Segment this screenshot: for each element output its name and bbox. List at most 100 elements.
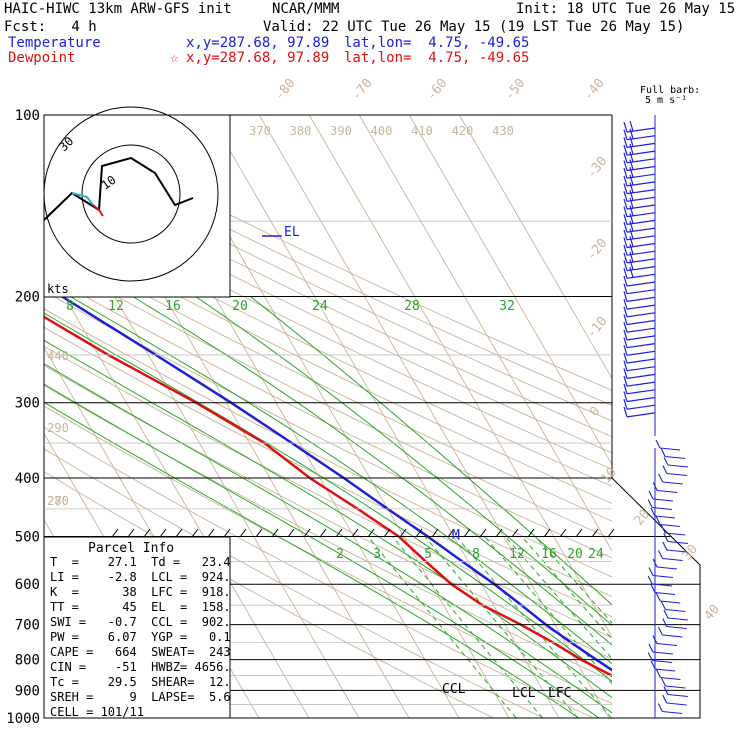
- wind-barb: [657, 489, 678, 494]
- wind-barb: [665, 455, 686, 460]
- dry-adiabat-line: [44, 426, 595, 718]
- wind-barb: [626, 335, 656, 341]
- wind-barb-flag: [662, 465, 668, 474]
- level-marker-label: LFC: [548, 686, 571, 701]
- theta-label: 280: [47, 494, 69, 508]
- wind-barb-flag: [629, 128, 634, 139]
- dry-adiabat-line: [44, 364, 612, 660]
- wind-barb-flag: [629, 174, 634, 186]
- wind-barb-flag: [623, 298, 628, 310]
- hatch-mark: [191, 528, 199, 538]
- wind-barb-flag: [623, 352, 628, 364]
- wind-barb: [666, 702, 687, 706]
- wind-barb: [652, 498, 674, 502]
- hatch-mark: [319, 528, 327, 538]
- wind-barb-flag: [629, 143, 634, 155]
- wind-barb: [655, 668, 676, 672]
- hatch-mark: [495, 528, 503, 538]
- parcel-info-row: CELL = 101/11: [50, 705, 144, 719]
- wind-barb-flag: [650, 584, 656, 593]
- dewpoint-xy: x,y=287.68, 97.89: [186, 50, 330, 66]
- level-marker-label: LCL: [512, 686, 536, 701]
- wind-barb-flag: [623, 329, 628, 341]
- wind-barb: [626, 204, 656, 210]
- wind-barb: [626, 142, 656, 148]
- dry-adiabat-line: [44, 273, 612, 559]
- hatch-mark: [287, 528, 295, 538]
- wind-barb-flag: [623, 283, 628, 294]
- wind-barb: [626, 242, 656, 249]
- wind-barb-flag: [623, 198, 628, 210]
- parcel-info-row: Tc = 29.5 SHEAR= 12.: [50, 675, 231, 689]
- wind-barb: [626, 389, 656, 395]
- theta-label: 390: [330, 124, 352, 138]
- wind-barb: [665, 608, 686, 613]
- hodograph-ring: [43, 106, 219, 282]
- parcel-info-row: SWI = -0.7 CCL = 902.: [50, 615, 231, 629]
- wind-barb-flag: [623, 245, 628, 256]
- wind-barb: [626, 381, 656, 387]
- wind-barb: [626, 181, 656, 187]
- wind-barb: [665, 532, 686, 536]
- dry-adiabat-line: [44, 384, 612, 682]
- wind-barb-flag: [629, 220, 634, 232]
- parcel-info-title: Parcel Info: [88, 541, 175, 556]
- wind-barb-flag: [629, 259, 634, 270]
- pressure-tick-label: 200: [15, 290, 40, 306]
- wind-barb-flag: [648, 643, 654, 653]
- dry-adiabat-line: [44, 119, 612, 391]
- wind-barb-flag: [623, 121, 628, 133]
- wind-barb-flag: [658, 473, 664, 483]
- parcel-info-panel: [43, 536, 231, 719]
- mixing-ratio-label: 8: [472, 547, 480, 562]
- isotherm-line: [458, 115, 612, 380]
- hatch-mark: [223, 528, 231, 538]
- dry-adiabat-line: [44, 191, 612, 470]
- isotherm-line: [208, 115, 560, 718]
- wind-barb: [656, 642, 677, 647]
- wind-barb-flag: [623, 306, 628, 317]
- hatch-mark: [127, 528, 135, 538]
- hodograph-ring-label: 10: [99, 173, 119, 193]
- wind-barb: [626, 250, 656, 256]
- temperature-axis-label: 20: [632, 507, 654, 529]
- hodograph-trace-sfc: [92, 204, 104, 217]
- pressure-tick-label: 400: [15, 471, 40, 487]
- wind-barb-flag: [629, 213, 634, 224]
- wind-barb-flag: [623, 175, 628, 187]
- dewpoint-marker-icon: ☆: [170, 50, 179, 66]
- wind-barb-flag: [629, 167, 634, 178]
- wind-barb: [652, 659, 673, 664]
- wind-barb-flag: [629, 136, 634, 147]
- wind-barb-flag: [623, 337, 628, 348]
- parcel-info-row: LI = -2.8 LCL = 924.: [50, 570, 231, 584]
- wind-barb-flag: [629, 228, 634, 239]
- hatch-mark: [591, 528, 599, 538]
- wind-barb-flag: [623, 368, 628, 379]
- hatch-mark: [399, 528, 407, 538]
- wind-barb: [626, 350, 656, 356]
- hatch-mark: [271, 528, 279, 538]
- wind-barb: [626, 173, 656, 179]
- wind-barb-flag: [629, 244, 634, 255]
- wind-barb: [652, 574, 674, 579]
- wind-barb-flag: [623, 375, 628, 387]
- valid-time: Valid: 22 UTC Tue 26 May 15 (19 LST Tue …: [263, 19, 685, 35]
- wind-barb-flag: [623, 406, 628, 418]
- wind-barb-flag: [629, 182, 634, 193]
- wind-barb-flag: [623, 183, 628, 194]
- wind-barb: [666, 549, 687, 553]
- hatch-mark: [159, 528, 167, 538]
- wind-barb: [626, 319, 656, 326]
- wind-barb-flag: [623, 237, 628, 248]
- wind-barb-flag: [623, 399, 628, 410]
- moist-adiabat-label: 8: [66, 299, 74, 314]
- dry-adiabat-line: [44, 176, 612, 454]
- parcel-info-row: CAPE = 664 SWEAT= 243: [50, 645, 231, 659]
- temperature-profile-line: [44, 283, 612, 672]
- moist-adiabat-label: 16: [165, 299, 181, 314]
- theta-label: 380: [290, 124, 312, 138]
- wind-barb: [626, 373, 656, 379]
- wind-barb: [626, 266, 656, 272]
- isotherm-line: [258, 115, 610, 718]
